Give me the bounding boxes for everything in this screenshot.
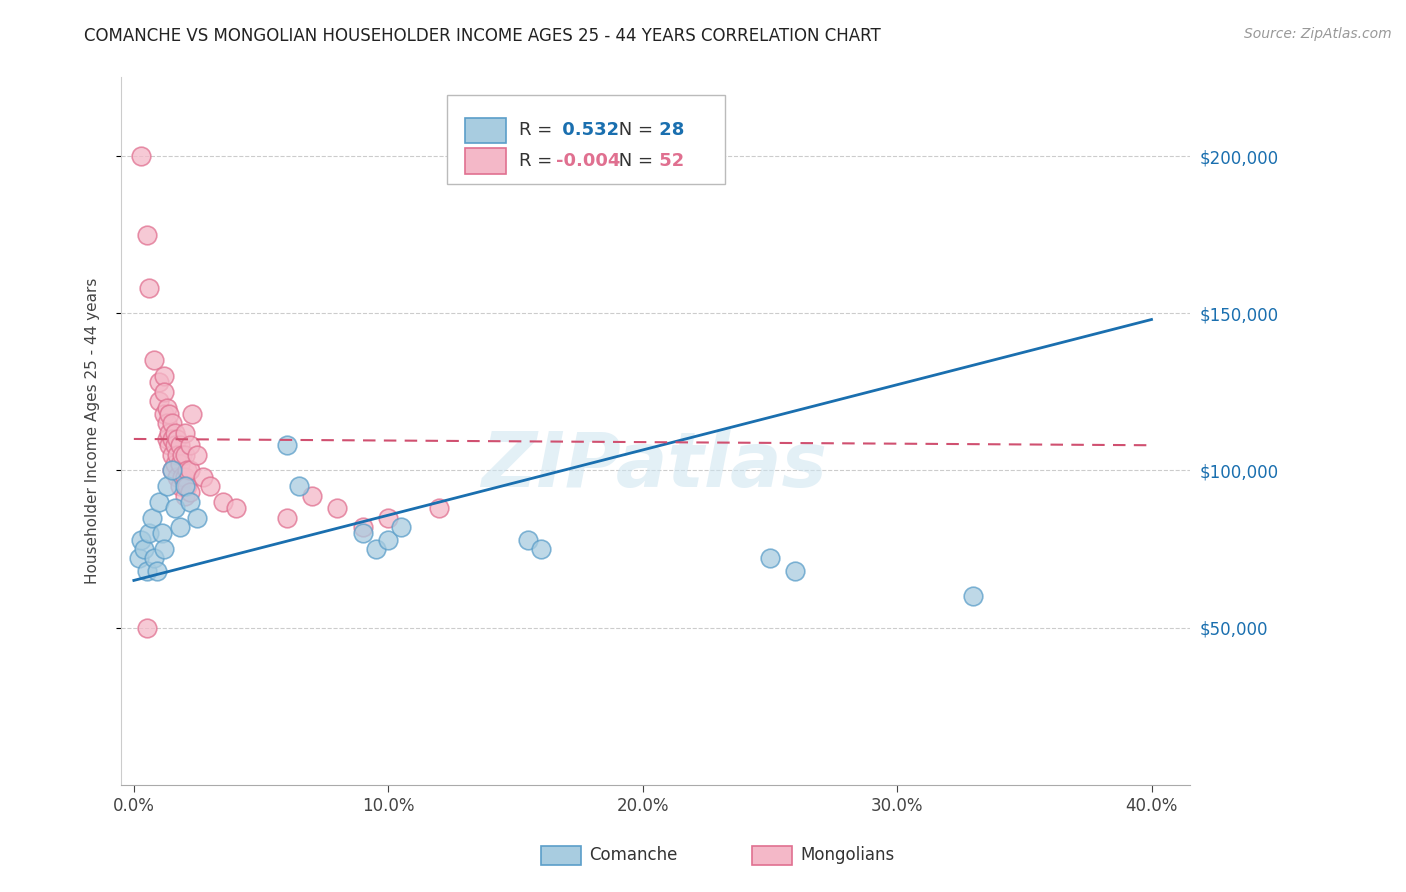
Point [156, 479, 179, 493]
Point [179, 463, 201, 477]
Point [173, 425, 195, 440]
FancyBboxPatch shape [447, 95, 725, 184]
Point [759, 551, 782, 566]
Point [153, 384, 176, 399]
Point [173, 469, 195, 483]
Point [143, 353, 166, 368]
Point [179, 438, 201, 452]
Point [160, 432, 183, 446]
Text: COMANCHE VS MONGOLIAN HOUSEHOLDER INCOME AGES 25 - 44 YEARS CORRELATION CHART: COMANCHE VS MONGOLIAN HOUSEHOLDER INCOME… [84, 27, 882, 45]
Point [138, 281, 160, 295]
Point [131, 149, 153, 163]
Point [225, 501, 247, 516]
Point [288, 479, 311, 493]
Point [166, 469, 188, 483]
Point [153, 541, 176, 556]
Point [785, 564, 807, 578]
Text: 52: 52 [654, 152, 685, 169]
Point [389, 520, 412, 534]
Y-axis label: Householder Income Ages 25 - 44 years: Householder Income Ages 25 - 44 years [86, 278, 100, 584]
Point [169, 479, 191, 493]
Point [138, 526, 160, 541]
Point [132, 541, 155, 556]
Text: -0.004: -0.004 [555, 152, 620, 169]
Point [141, 510, 163, 524]
Point [173, 479, 195, 493]
Point [352, 520, 374, 534]
Point [169, 457, 191, 471]
Point [212, 495, 235, 509]
Text: Source: ZipAtlas.com: Source: ZipAtlas.com [1244, 27, 1392, 41]
Point [276, 438, 298, 452]
Point [517, 533, 540, 547]
Point [148, 394, 170, 409]
Point [156, 432, 179, 446]
Point [160, 463, 183, 477]
Point [173, 448, 195, 462]
Point [198, 479, 221, 493]
Point [191, 469, 214, 483]
Point [186, 510, 208, 524]
Point [135, 564, 157, 578]
Point [179, 485, 201, 500]
Point [163, 425, 186, 440]
Point [145, 564, 167, 578]
Point [326, 501, 349, 516]
Point [173, 489, 195, 503]
Point [181, 407, 204, 421]
Point [159, 438, 181, 452]
Point [962, 589, 984, 603]
Point [163, 457, 186, 471]
Point [176, 479, 198, 493]
Point [135, 227, 157, 242]
Point [143, 551, 166, 566]
Point [150, 526, 173, 541]
Text: R =: R = [519, 121, 553, 139]
Text: N =: N = [613, 152, 652, 169]
Point [148, 495, 170, 509]
FancyBboxPatch shape [465, 118, 506, 144]
Text: 0.532: 0.532 [555, 121, 619, 139]
Point [159, 425, 181, 440]
Point [377, 510, 399, 524]
Point [156, 401, 179, 415]
Point [153, 369, 176, 384]
Point [172, 469, 194, 483]
Text: Comanche: Comanche [589, 846, 678, 863]
Point [427, 501, 450, 516]
Text: ZIPatlas: ZIPatlas [482, 429, 828, 503]
Point [364, 541, 387, 556]
Text: N =: N = [613, 121, 652, 139]
Point [301, 489, 323, 503]
Point [166, 432, 188, 446]
Point [169, 438, 191, 452]
Point [160, 448, 183, 462]
Point [163, 438, 186, 452]
Text: R =: R = [519, 152, 553, 169]
Point [172, 448, 194, 462]
Point [166, 448, 188, 462]
Point [131, 533, 153, 547]
FancyBboxPatch shape [465, 148, 506, 174]
Point [530, 541, 553, 556]
Point [156, 416, 179, 430]
Text: 28: 28 [654, 121, 685, 139]
Point [352, 526, 374, 541]
Point [160, 463, 183, 477]
Point [153, 407, 176, 421]
Point [377, 533, 399, 547]
Point [148, 376, 170, 390]
Point [159, 407, 181, 421]
Point [163, 501, 186, 516]
Point [128, 551, 150, 566]
Point [160, 416, 183, 430]
Point [276, 510, 298, 524]
Point [169, 520, 191, 534]
Text: Mongolians: Mongolians [800, 846, 894, 863]
Point [186, 448, 208, 462]
Point [135, 621, 157, 635]
Point [179, 495, 201, 509]
Point [176, 463, 198, 477]
